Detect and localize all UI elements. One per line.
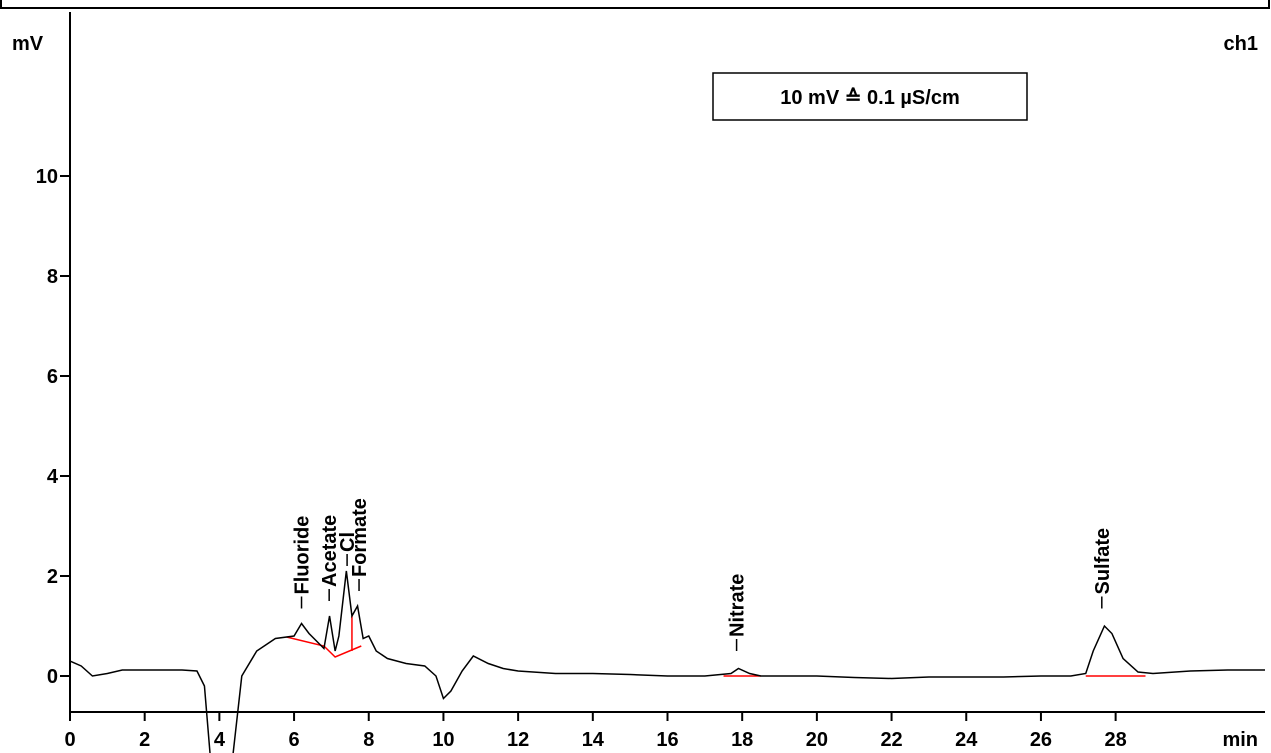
annotation-box <box>712 72 1028 121</box>
x-tick-label: 10 <box>432 729 454 751</box>
x-tick-label: 0 <box>64 729 75 751</box>
trace <box>70 570 1265 753</box>
peak-label: Cl <box>337 532 359 552</box>
y-tick-label: 2 <box>47 566 58 588</box>
x-tick-label: 14 <box>582 729 605 751</box>
integration-baseline <box>286 636 362 658</box>
x-tick-label: 22 <box>880 729 902 751</box>
x-tick-label: 28 <box>1105 729 1127 751</box>
y-axis-label: mV <box>12 33 44 55</box>
y-tick-label: 6 <box>47 366 58 388</box>
x-tick-label: 12 <box>507 729 529 751</box>
x-tick-label: 4 <box>214 729 226 751</box>
y-tick-label: 0 <box>47 666 58 688</box>
peak-label: Sulfate <box>1092 528 1114 595</box>
annotation: 10 mV ≙ 0.1 µS/cm <box>780 87 959 109</box>
peak-label: Formate <box>349 498 371 577</box>
x-axis-label: min <box>1222 729 1258 751</box>
x-tick-label: 2 <box>139 729 150 751</box>
peak-label: Nitrate <box>727 574 749 637</box>
x-tick-label: 26 <box>1030 729 1052 751</box>
x-tick-label: 20 <box>806 729 828 751</box>
peak-label: Acetate <box>319 515 341 587</box>
peak-label: Fluoride <box>292 516 314 595</box>
plot-area <box>70 570 1265 753</box>
x-tick-label: 24 <box>955 729 978 751</box>
x-tick-label: 16 <box>656 729 678 751</box>
channel-label: ch1 <box>1224 33 1258 55</box>
x-tick-label: 18 <box>731 729 753 751</box>
top-frame <box>0 0 1270 9</box>
x-tick-label: 8 <box>363 729 374 751</box>
y-tick-label: 8 <box>47 266 58 288</box>
y-tick-label: 10 <box>36 166 58 188</box>
x-tick-label: 6 <box>289 729 300 751</box>
y-tick-label: 4 <box>47 466 59 488</box>
